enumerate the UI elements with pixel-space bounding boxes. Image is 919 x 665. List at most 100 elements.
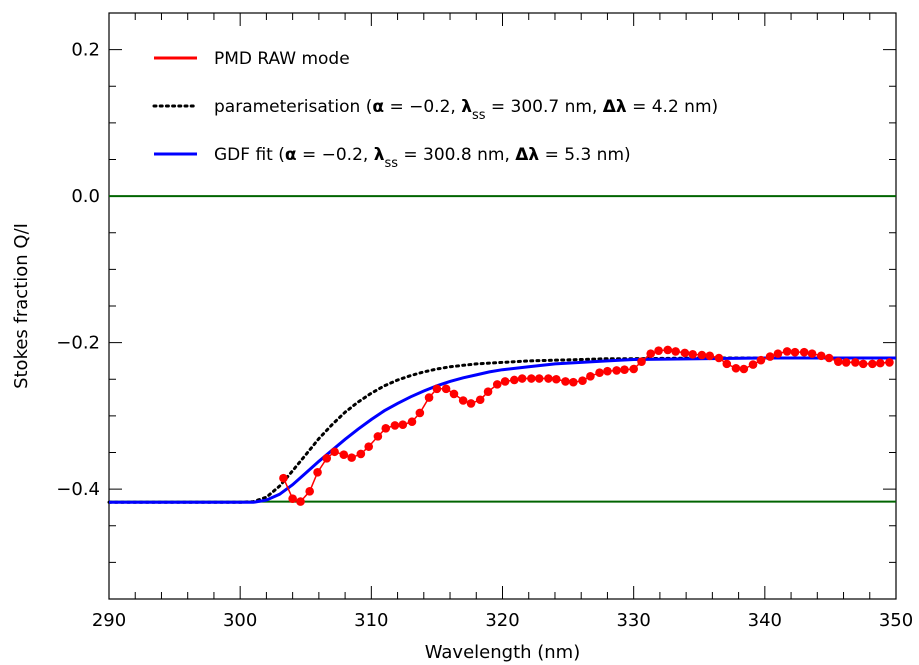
data-point-pmd-raw	[534, 374, 544, 383]
y-tick-label: −0.2	[56, 333, 100, 354]
data-point-pmd-raw	[339, 450, 349, 459]
data-point-pmd-raw	[561, 377, 570, 386]
x-tick-label: 340	[748, 610, 782, 631]
data-point-pmd-raw	[517, 374, 527, 383]
data-point-pmd-raw	[637, 357, 646, 366]
data-point-pmd-raw	[885, 358, 894, 367]
data-point-pmd-raw	[381, 424, 391, 433]
data-point-pmd-raw	[390, 421, 400, 430]
data-point-pmd-raw	[578, 376, 587, 386]
legend-item-raw: PMD RAW mode	[154, 49, 350, 69]
x-tick-label: 310	[354, 610, 388, 631]
data-point-pmd-raw	[424, 393, 434, 402]
data-point-pmd-raw	[544, 374, 553, 383]
data-point-pmd-raw	[671, 347, 680, 356]
data-point-pmd-raw	[799, 347, 809, 357]
data-point-pmd-raw	[305, 487, 314, 496]
data-point-pmd-raw	[551, 374, 561, 384]
data-point-pmd-raw	[807, 349, 817, 358]
data-point-pmd-raw	[347, 453, 356, 462]
data-point-pmd-raw	[620, 365, 629, 375]
legend-item-param: parameterisation (α = −0.2, λss = 300.7 …	[152, 97, 718, 123]
x-axis-title: Wavelength (nm)	[425, 642, 581, 663]
data-point-pmd-raw	[364, 442, 374, 451]
data-point-pmd-raw	[483, 387, 493, 397]
data-point-pmd-raw	[288, 494, 297, 503]
data-point-pmd-raw	[697, 350, 707, 360]
data-point-pmd-raw	[407, 417, 417, 427]
data-point-pmd-raw	[833, 357, 843, 366]
x-tick-label: 320	[485, 610, 519, 631]
data-point-pmd-raw	[322, 454, 332, 463]
data-point-pmd-raw	[858, 359, 868, 369]
data-point-pmd-raw	[756, 355, 766, 365]
series-line-parameterisation	[107, 356, 898, 504]
x-tick-label: 350	[879, 610, 913, 631]
data-point-pmd-raw	[527, 374, 536, 383]
data-point-pmd-raw	[441, 384, 451, 394]
legend-label-gdf: GDF fit (α = −0.2, λss = 300.8 nm, Δλ = …	[214, 145, 631, 171]
data-point-pmd-raw	[646, 349, 656, 358]
data-point-pmd-raw	[782, 347, 792, 356]
data-point-pmd-raw	[654, 346, 663, 355]
data-point-pmd-raw	[705, 351, 715, 361]
data-point-pmd-raw	[841, 358, 851, 367]
reference-lines	[109, 195, 896, 503]
data-point-pmd-raw	[629, 364, 638, 374]
data-point-pmd-raw	[765, 352, 775, 361]
data-point-pmd-raw	[688, 350, 697, 359]
axis-ticks	[108, 12, 897, 600]
data-point-pmd-raw	[731, 363, 741, 373]
data-point-pmd-raw	[398, 420, 408, 429]
data-point-pmd-raw	[680, 348, 690, 358]
data-point-pmd-raw	[722, 359, 732, 369]
data-point-pmd-raw	[714, 353, 724, 363]
x-tick-label: 290	[92, 610, 126, 631]
legend-item-gdf: GDF fit (α = −0.2, λss = 300.8 nm, Δλ = …	[154, 145, 631, 171]
data-point-pmd-raw	[373, 432, 383, 441]
legend: PMD RAW mode parameterisation (α = −0.2,…	[152, 49, 718, 171]
data-point-pmd-raw	[569, 377, 578, 387]
data-point-pmd-raw	[790, 347, 800, 357]
data-point-pmd-raw	[875, 358, 885, 368]
tick-labels: 290 300 310 320 330 340 350 0.2 0.0 −0.2 −0.4	[56, 40, 913, 631]
data-point-pmd-raw	[296, 497, 305, 506]
data-point-pmd-raw	[595, 368, 604, 377]
data-point-pmd-raw	[603, 366, 612, 376]
legend-label-param: parameterisation (α = −0.2, λss = 300.7 …	[214, 97, 718, 123]
y-tick-label: 0.0	[71, 186, 100, 207]
data-point-pmd-raw	[279, 473, 288, 483]
series-layer	[107, 345, 898, 506]
x-tick-label: 330	[616, 610, 650, 631]
data-point-pmd-raw	[510, 375, 519, 385]
data-point-pmd-raw	[432, 384, 442, 394]
data-point-pmd-raw	[500, 377, 510, 386]
x-tick-label: 300	[223, 610, 257, 631]
data-point-pmd-raw	[466, 399, 476, 408]
data-point-pmd-raw	[612, 366, 621, 375]
data-point-pmd-raw	[475, 395, 485, 405]
y-tick-label: −0.4	[56, 479, 100, 500]
series-line-pmd-raw	[282, 349, 890, 503]
data-point-pmd-raw	[356, 449, 366, 459]
data-point-pmd-raw	[739, 364, 749, 374]
data-point-pmd-raw	[330, 447, 339, 457]
data-point-pmd-raw	[415, 408, 425, 418]
y-axis-title: Stokes fraction Q/I	[11, 223, 32, 389]
data-point-pmd-raw	[313, 467, 322, 477]
data-point-pmd-raw	[748, 360, 758, 369]
data-point-pmd-raw	[816, 351, 826, 361]
data-point-pmd-raw	[851, 358, 860, 367]
data-point-pmd-raw	[868, 359, 877, 369]
data-point-pmd-raw	[824, 353, 834, 363]
series-line-gdf-fit	[109, 356, 896, 504]
data-point-pmd-raw	[773, 349, 783, 358]
legend-label-raw: PMD RAW mode	[214, 49, 350, 69]
data-point-pmd-raw	[663, 345, 673, 355]
data-point-pmd-raw	[492, 380, 502, 389]
data-point-pmd-raw	[449, 389, 459, 399]
y-tick-label: 0.2	[71, 40, 100, 61]
data-point-pmd-raw	[586, 372, 595, 381]
data-point-pmd-raw	[458, 396, 468, 405]
